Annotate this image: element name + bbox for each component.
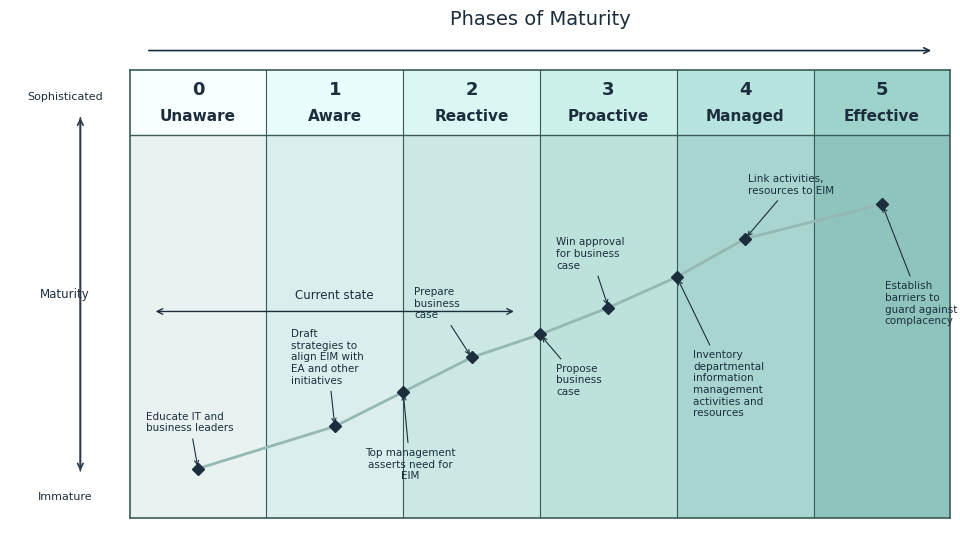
Bar [540, 135, 677, 518]
Text: 3: 3 [602, 80, 614, 99]
Text: Win approval
for business
case: Win approval for business case [557, 238, 625, 304]
Text: Link activities,
resources to EIM: Link activities, resources to EIM [748, 174, 834, 235]
Bar [266, 135, 403, 518]
Text: Top management
asserts need for
EIM: Top management asserts need for EIM [365, 396, 455, 481]
Bar [403, 70, 540, 135]
Text: Draft
strategies to
align EIM with
EA and other
initiatives: Draft strategies to align EIM with EA an… [291, 329, 364, 422]
Text: Unaware: Unaware [160, 110, 236, 125]
Text: Educate IT and
business leaders: Educate IT and business leaders [146, 412, 233, 464]
Text: Proactive: Proactive [567, 110, 649, 125]
Text: Phases of Maturity: Phases of Maturity [449, 10, 631, 29]
Bar [540, 70, 677, 135]
Text: 2: 2 [466, 80, 478, 99]
Text: Establish
barriers to
guard against
complacency: Establish barriers to guard against comp… [883, 208, 957, 326]
Text: 5: 5 [876, 80, 888, 99]
Bar [130, 70, 266, 135]
Text: Inventory
departmental
information
management
activities and
resources: Inventory departmental information manag… [679, 281, 764, 418]
Text: Current state: Current state [296, 288, 374, 302]
Text: Sophisticated: Sophisticated [27, 92, 103, 102]
Text: Propose
business
case: Propose business case [542, 338, 602, 397]
Text: 1: 1 [328, 80, 341, 99]
Bar [677, 135, 813, 518]
Text: Immature: Immature [37, 491, 92, 502]
Text: Maturity: Maturity [40, 288, 89, 301]
Text: Managed: Managed [706, 110, 784, 125]
Text: 0: 0 [192, 80, 204, 99]
Text: Prepare
business
case: Prepare business case [414, 287, 469, 354]
Text: 4: 4 [739, 80, 752, 99]
Bar [677, 70, 813, 135]
Bar [403, 135, 540, 518]
Bar [266, 70, 403, 135]
Text: Effective: Effective [844, 110, 920, 125]
Bar [813, 135, 950, 518]
Text: Reactive: Reactive [435, 110, 509, 125]
Bar [130, 135, 266, 518]
Bar [813, 70, 950, 135]
Text: Aware: Aware [308, 110, 362, 125]
